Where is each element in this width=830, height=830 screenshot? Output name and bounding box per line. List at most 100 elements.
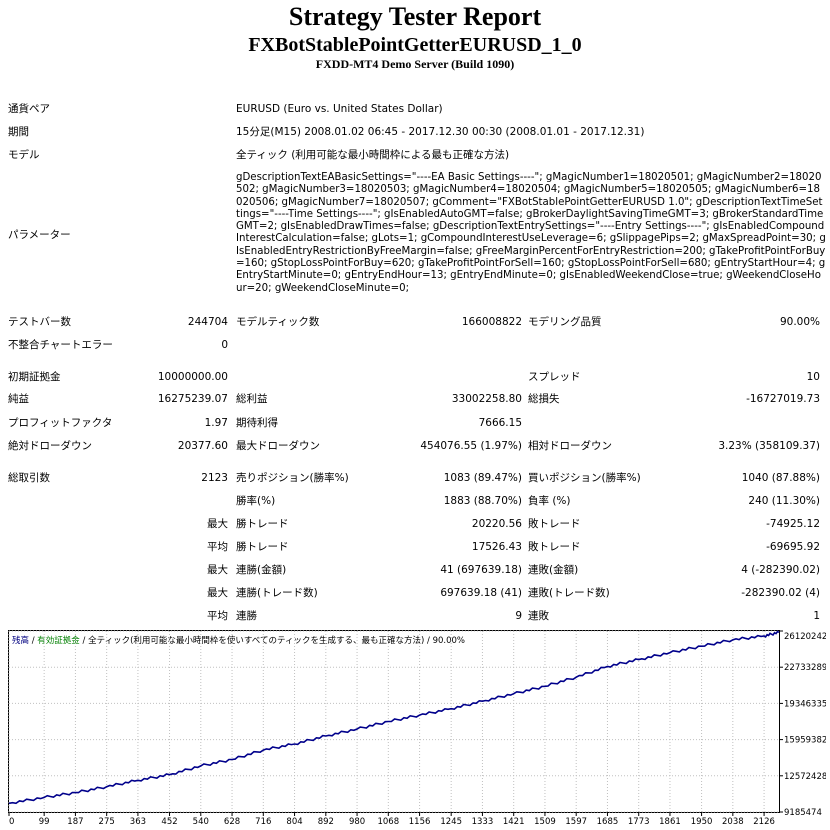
expected-value: 7666.15 — [478, 417, 522, 429]
model-value: 全ティック (利用可能な最小時間枠による最も正確な方法) — [236, 149, 510, 161]
legend-model: 全ティック(利用可能な最小時間枠を使いすべてのティックを生成する、最も正確な方法… — [88, 635, 424, 646]
x-tick-label: 1421 — [503, 817, 525, 826]
reldd-label: 相対ドローダウン — [528, 440, 612, 452]
legend-quality: 90.00% — [433, 636, 465, 646]
grossloss-value: -16727019.73 — [746, 393, 820, 405]
avg-label: 平均 — [207, 541, 228, 553]
short-positions-label: 売りポジション(勝率%) — [236, 472, 349, 484]
ticks-value: 166008822 — [461, 316, 522, 328]
cons-profit-label: 連勝(トレード数) — [236, 587, 318, 599]
x-tick-label: 1156 — [409, 817, 431, 826]
x-tick-label: 628 — [224, 817, 240, 826]
y-tick-label: 22733289 — [784, 663, 826, 673]
x-tick-label: 1773 — [628, 817, 650, 826]
y-tick-label: 26120242 — [784, 632, 826, 642]
server-name: FXDD-MT4 Demo Server (Build 1090) — [315, 57, 515, 71]
x-tick-label: 892 — [318, 817, 334, 826]
max-label: 最大 — [207, 518, 228, 530]
quality-label: モデリング品質 — [528, 316, 602, 328]
x-tick-label: 0 — [9, 817, 14, 826]
cons-profit-value: 697639.18 (41) — [440, 587, 522, 599]
balance-chart: 残高 / 有効証拠金 / 全ティック(利用可能な最小時間枠を使いすべてのティック… — [8, 630, 826, 826]
legend-sep-3: / — [424, 636, 432, 646]
x-tick-label: 1509 — [534, 817, 556, 826]
short-positions-value: 1083 (89.47%) — [443, 472, 522, 484]
x-tick-label: 1950 — [691, 817, 713, 826]
mismatch-value: 0 — [221, 339, 228, 351]
largest-loss-label: 敗トレード — [528, 518, 581, 530]
loss-rate-value: 240 (11.30%) — [748, 495, 820, 507]
total-trades-value: 2123 — [201, 472, 228, 484]
ea-name: FXBotStablePointGetterEURUSD_1_0 — [248, 34, 582, 56]
x-tick-label: 275 — [99, 817, 115, 826]
x-tick-label: 187 — [67, 817, 83, 826]
maxdd-value: 454076.55 (1.97%) — [420, 440, 522, 452]
y-tick-label: 15959382 — [784, 736, 826, 746]
largest-loss-value: -74925.12 — [766, 518, 820, 530]
period-value: 15分足(M15) 2008.01.02 06:45 - 2017.12.30 … — [236, 126, 645, 138]
y-tick-label: 9185474 — [784, 808, 822, 818]
absdd-label: 絶対ドローダウン — [8, 440, 92, 452]
cons-losses-label: 連敗(金額) — [528, 564, 579, 576]
y-tick-label: 12572428 — [784, 772, 826, 782]
grossprofit-label: 総利益 — [236, 393, 268, 405]
legend-sep-2: / — [80, 636, 88, 646]
ticks-label: モデルティック数 — [236, 316, 320, 328]
long-positions-label: 買いポジション(勝率%) — [528, 472, 641, 484]
avg-cons-wins-label: 連勝 — [236, 610, 257, 622]
avg-win-label: 勝トレード — [236, 541, 289, 553]
balance-line — [8, 630, 780, 805]
avg-cons-wins-value: 9 — [515, 610, 522, 622]
chart-legend: 残高 / 有効証拠金 / 全ティック(利用可能な最小時間枠を使いすべてのティック… — [12, 635, 465, 646]
report-title: Strategy Tester Report — [288, 2, 542, 31]
grossloss-label: 総損失 — [528, 393, 560, 405]
symbol-label: 通貨ペア — [8, 103, 50, 115]
max-label-2: 最大 — [207, 564, 228, 576]
long-positions-value: 1040 (87.88%) — [741, 472, 820, 484]
x-tick-label: 452 — [161, 817, 177, 826]
period-label: 期間 — [8, 126, 29, 138]
cons-wins-value: 41 (697639.18) — [440, 564, 522, 576]
params-label: パラメーター — [8, 229, 71, 241]
netprofit-value: 16275239.07 — [157, 393, 228, 405]
cons-loss-label: 連敗(トレード数) — [528, 587, 610, 599]
win-rate-value: 1883 (88.70%) — [443, 495, 522, 507]
cons-loss-value: -282390.02 (4) — [741, 587, 820, 599]
x-tick-label: 2038 — [722, 817, 744, 826]
x-tick-label: 2126 — [753, 817, 775, 826]
spread-label: スプレッド — [528, 371, 581, 383]
legend-sep-1: / — [29, 636, 37, 646]
avg-label-2: 平均 — [207, 610, 228, 622]
x-tick-label: 540 — [193, 817, 209, 826]
max-label-3: 最大 — [207, 587, 228, 599]
x-tick-label: 1597 — [565, 817, 587, 826]
x-tick-label: 804 — [286, 817, 302, 826]
avg-win-value: 17526.43 — [471, 541, 522, 553]
largest-win-label: 勝トレード — [236, 518, 289, 530]
spread-value: 10 — [806, 371, 820, 383]
avg-cons-losses-value: 1 — [813, 610, 820, 622]
x-tick-label: 980 — [349, 817, 365, 826]
mismatch-label: 不整合チャートエラー — [8, 339, 113, 351]
grossprofit-value: 33002258.80 — [451, 393, 522, 405]
y-tick-label: 19346335 — [784, 699, 826, 709]
netprofit-label: 純益 — [8, 393, 29, 405]
expected-label: 期待利得 — [236, 417, 278, 429]
win-rate-label: 勝率(%) — [236, 495, 276, 507]
x-tick-label: 1685 — [597, 817, 619, 826]
loss-rate-label: 負率 (%) — [528, 495, 571, 507]
avg-loss-label: 敗トレード — [528, 541, 581, 553]
model-label: モデル — [8, 149, 40, 161]
quality-value: 90.00% — [779, 316, 820, 328]
deposit-value: 10000000.00 — [157, 371, 228, 383]
deposit-label: 初期証拠金 — [8, 371, 61, 383]
symbol-value: EURUSD (Euro vs. United States Dollar) — [236, 103, 443, 115]
x-tick-label: 363 — [130, 817, 146, 826]
total-trades-label: 総取引数 — [8, 472, 50, 484]
absdd-value: 20377.60 — [177, 440, 228, 452]
bars-label: テストバー数 — [8, 316, 71, 328]
x-tick-label: 99 — [39, 817, 50, 826]
avg-cons-losses-label: 連敗 — [528, 610, 549, 622]
x-tick-label: 716 — [255, 817, 271, 826]
cons-wins-label: 連勝(金額) — [236, 564, 287, 576]
